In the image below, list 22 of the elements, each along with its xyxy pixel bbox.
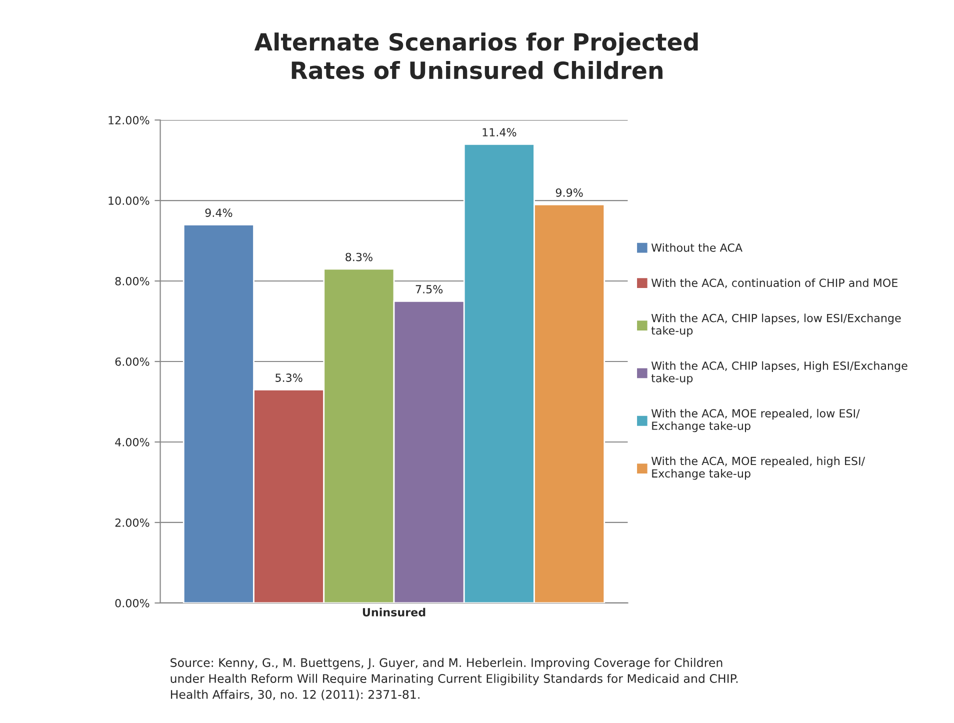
- legend-label: With the ACA, continuation of CHIP and MOE: [651, 278, 898, 288]
- y-tick-label: 8.00%: [115, 276, 150, 286]
- data-label: 9.4%: [205, 208, 232, 217]
- data-label: 11.4%: [482, 128, 516, 136]
- y-tick-label: 12.00%: [108, 116, 150, 124]
- data-label: 9.9%: [556, 188, 583, 197]
- legend-label: With the ACA, CHIP lapses, low ESI/Exchange take-up: [651, 314, 901, 337]
- y-tick-label: 2.00%: [115, 518, 150, 527]
- legend-label: Without the ACA: [651, 243, 742, 252]
- legend-label: With the ACA, CHIP lapses, High ESI/Exchange take-up: [651, 361, 908, 384]
- legend-label: With the ACA, MOE repealed, high ESI/ Exchange take-up: [651, 456, 866, 480]
- y-tick-label: 0.00%: [115, 598, 150, 608]
- y-tick-label: 6.00%: [115, 357, 150, 366]
- chart-title: Alternate Scenarios for Projected Rates of Uninsured Children: [254, 32, 698, 80]
- legend-label: With the ACA, MOE repealed, low ESI/ Exchange take-up: [651, 408, 860, 432]
- data-label: 5.3%: [276, 374, 302, 382]
- source-note: Source: Kenny, G., M. Buettgens, J. Guyer, and M. Heberlein. Improving Coverage for Children under Health Reform Will Require Marinating Current Eligibility Standards for Medicaid and CHIP. Health Affairs, 30, no. 12 (2011): 2371-81.: [170, 658, 738, 700]
- x-tick-label: Uninsured: [362, 608, 426, 616]
- data-label: 7.5%: [416, 285, 443, 294]
- data-label: 8.3%: [346, 252, 372, 262]
- y-tick-label: 10.00%: [108, 196, 150, 205]
- y-tick-label: 4.00%: [115, 438, 150, 446]
